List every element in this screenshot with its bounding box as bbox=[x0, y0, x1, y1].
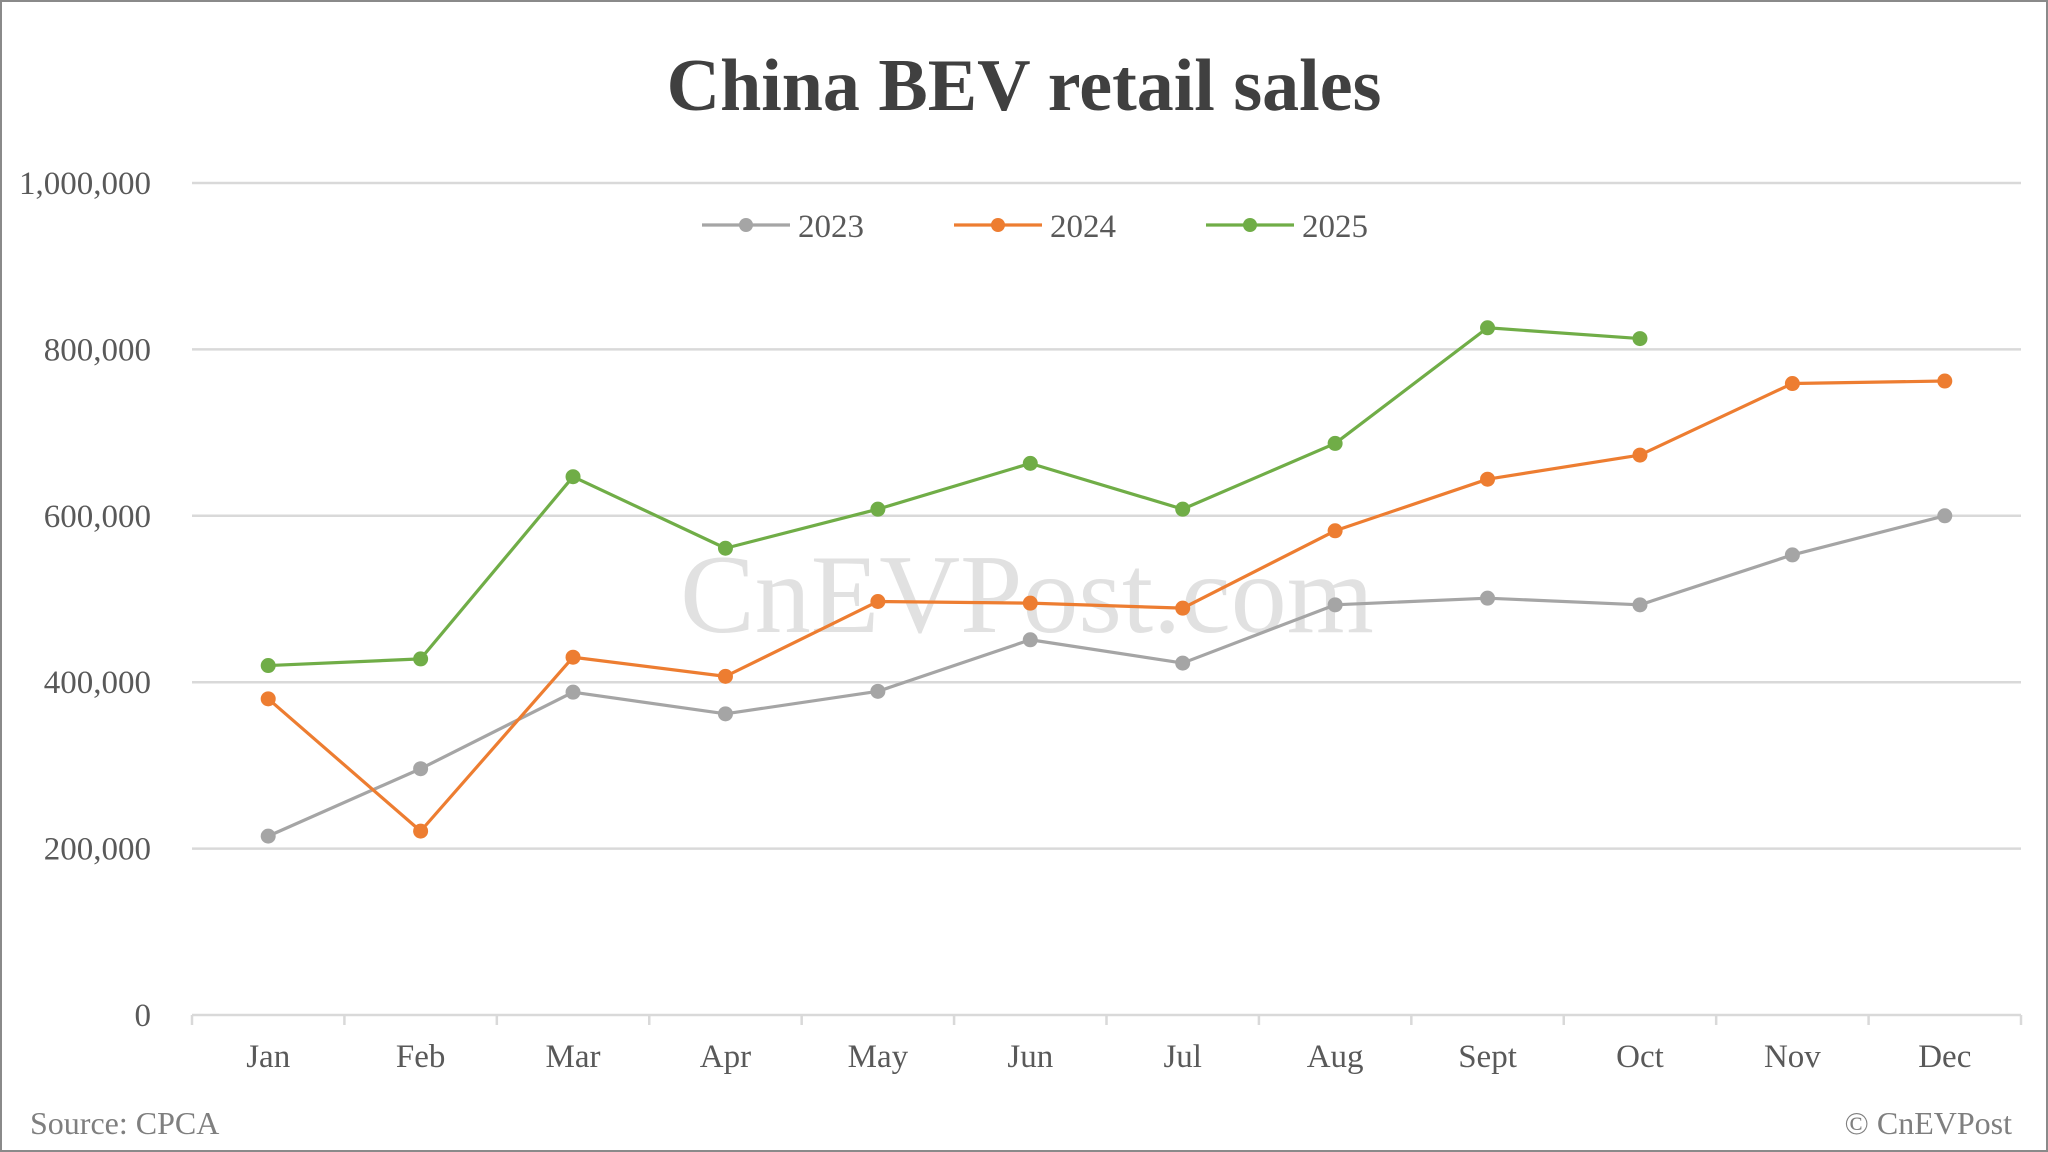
data-point bbox=[260, 828, 276, 844]
y-tick-label: 200,000 bbox=[44, 832, 151, 868]
series-2025 bbox=[260, 320, 1648, 674]
series-2023 bbox=[260, 508, 1953, 844]
source-note: Source: CPCA bbox=[30, 1105, 219, 1141]
chart-title: China BEV retail sales bbox=[667, 45, 1382, 127]
y-tick-label: 800,000 bbox=[44, 332, 151, 368]
x-tick-label: Dec bbox=[1918, 1039, 1971, 1075]
x-tick-label: Jul bbox=[1163, 1039, 1202, 1075]
x-tick-label: Jun bbox=[1007, 1039, 1053, 1075]
data-point bbox=[1937, 373, 1953, 389]
x-axis: Jan Feb Mar Apr May Jun Jul Aug Sept Oct Nov Dec bbox=[190, 1013, 2023, 1075]
data-point bbox=[1632, 597, 1648, 613]
data-point bbox=[260, 658, 276, 674]
data-point bbox=[717, 668, 733, 684]
data-point bbox=[413, 823, 429, 839]
data-point bbox=[1632, 331, 1648, 347]
data-point bbox=[1632, 447, 1648, 463]
y-axis: 0 200,000 400,000 600,000 800,000 1,000,000 bbox=[19, 166, 151, 1034]
data-point bbox=[870, 593, 886, 609]
gridlines bbox=[192, 181, 2021, 850]
y-tick-label: 1,000,000 bbox=[19, 166, 151, 202]
series-line bbox=[267, 514, 1946, 838]
data-point bbox=[1784, 547, 1800, 563]
data-point bbox=[565, 469, 581, 485]
data-point bbox=[565, 684, 581, 700]
copyright-note: © CnEVPost bbox=[1845, 1105, 2013, 1141]
data-point bbox=[1022, 595, 1038, 611]
legend-marker-icon bbox=[1243, 218, 1257, 232]
data-point bbox=[870, 501, 886, 517]
data-series bbox=[260, 320, 1953, 844]
data-point bbox=[260, 691, 276, 707]
y-tick-label: 400,000 bbox=[44, 665, 151, 701]
series-line bbox=[267, 379, 1945, 833]
data-point bbox=[413, 651, 429, 667]
data-point bbox=[1937, 508, 1953, 524]
x-tick-label: Nov bbox=[1764, 1039, 1821, 1075]
series-line bbox=[268, 326, 1641, 668]
data-point bbox=[1480, 471, 1496, 487]
legend-label: 2025 bbox=[1302, 209, 1368, 245]
data-point bbox=[565, 649, 581, 665]
x-tick-label: Apr bbox=[700, 1039, 751, 1075]
y-tick-label: 0 bbox=[135, 998, 152, 1034]
data-point bbox=[717, 706, 733, 722]
data-point bbox=[717, 540, 733, 556]
data-point bbox=[1022, 632, 1038, 648]
x-tick-label: Mar bbox=[546, 1039, 601, 1075]
legend-label: 2024 bbox=[1050, 209, 1116, 245]
legend-item-2024: 2024 bbox=[954, 209, 1116, 245]
legend-marker-icon bbox=[739, 218, 753, 232]
data-point bbox=[1022, 455, 1038, 471]
data-point bbox=[1175, 655, 1191, 671]
y-tick-label: 600,000 bbox=[44, 499, 151, 535]
x-tick-label: May bbox=[848, 1039, 909, 1075]
x-tick-label: Sept bbox=[1458, 1039, 1517, 1075]
data-point bbox=[413, 761, 429, 777]
legend-item-2023: 2023 bbox=[702, 209, 864, 245]
data-point bbox=[1327, 523, 1343, 539]
legend-item-2025: 2025 bbox=[1206, 209, 1368, 245]
x-tick-label: Jan bbox=[246, 1039, 290, 1075]
data-point bbox=[1480, 320, 1496, 336]
data-point bbox=[1327, 597, 1343, 613]
x-tick-label: Feb bbox=[396, 1039, 446, 1075]
x-tick-label: Aug bbox=[1307, 1039, 1364, 1075]
data-point bbox=[1784, 376, 1800, 392]
data-point bbox=[1175, 501, 1191, 517]
data-point bbox=[870, 683, 886, 699]
legend: 2023 2024 2025 bbox=[702, 209, 1368, 245]
data-point bbox=[1480, 590, 1496, 606]
legend-label: 2023 bbox=[798, 209, 864, 245]
data-point bbox=[1175, 600, 1191, 616]
x-tick-label: Oct bbox=[1616, 1039, 1664, 1075]
data-point bbox=[1327, 435, 1343, 451]
series-2024 bbox=[260, 373, 1953, 839]
legend-marker-icon bbox=[991, 218, 1005, 232]
